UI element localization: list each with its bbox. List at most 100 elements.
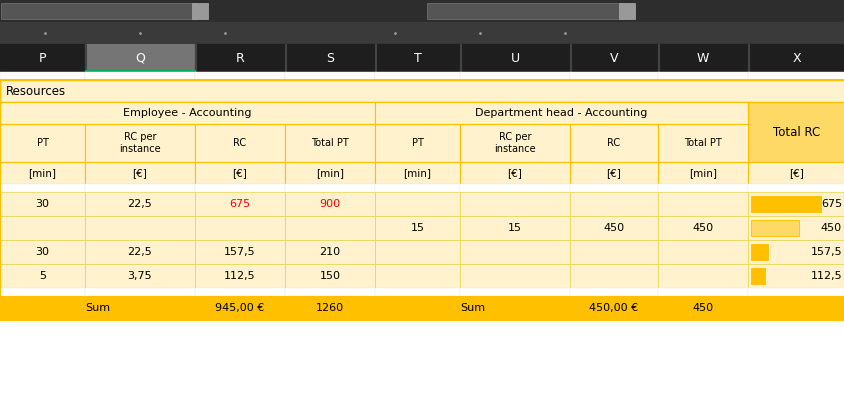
Bar xyxy=(195,216,284,240)
Bar xyxy=(747,44,748,72)
Bar xyxy=(570,296,657,320)
Text: 210: 210 xyxy=(319,247,340,257)
Bar xyxy=(284,44,285,72)
Bar xyxy=(459,124,570,162)
Text: [min]: [min] xyxy=(29,168,57,178)
Bar xyxy=(657,124,747,162)
Bar xyxy=(0,296,85,320)
Bar xyxy=(375,162,459,184)
Bar xyxy=(570,44,657,72)
Bar xyxy=(284,264,375,288)
Text: R: R xyxy=(235,52,244,65)
Bar xyxy=(85,184,195,192)
Bar xyxy=(284,240,375,264)
Bar xyxy=(570,264,657,288)
Bar xyxy=(459,240,570,264)
Bar xyxy=(375,240,459,264)
Text: Sum: Sum xyxy=(85,303,110,313)
Bar xyxy=(0,192,85,216)
Bar xyxy=(459,192,570,216)
Bar xyxy=(657,264,747,288)
Bar xyxy=(570,124,657,162)
Bar xyxy=(459,216,570,240)
Text: 675: 675 xyxy=(230,199,251,209)
Bar xyxy=(192,3,208,19)
Bar xyxy=(0,0,416,22)
Bar xyxy=(747,44,844,72)
Bar xyxy=(195,162,284,184)
Text: 15: 15 xyxy=(410,223,424,233)
Bar xyxy=(0,22,844,44)
Bar xyxy=(0,0,844,22)
Bar xyxy=(0,184,844,192)
Bar xyxy=(375,264,459,288)
Bar xyxy=(0,72,85,80)
Bar xyxy=(459,288,570,296)
Bar xyxy=(657,192,747,216)
Bar xyxy=(459,162,570,184)
Text: PT: PT xyxy=(36,138,48,148)
Bar xyxy=(195,44,284,72)
Text: Department head - Accounting: Department head - Accounting xyxy=(474,108,647,118)
Bar xyxy=(657,44,747,72)
Text: 450: 450 xyxy=(691,303,712,313)
Text: Q: Q xyxy=(135,52,145,65)
Text: 3,75: 3,75 xyxy=(127,271,152,281)
Text: Sum: Sum xyxy=(459,303,484,313)
Bar xyxy=(375,44,459,72)
Bar xyxy=(85,240,195,264)
Bar xyxy=(657,72,747,80)
Bar xyxy=(747,288,844,296)
Bar xyxy=(0,102,375,124)
Bar xyxy=(85,44,86,72)
Bar xyxy=(657,184,747,192)
Text: RC: RC xyxy=(233,138,246,148)
Text: RC per
instance: RC per instance xyxy=(494,132,535,154)
Bar xyxy=(570,162,657,184)
Text: RC per
instance: RC per instance xyxy=(119,132,160,154)
Text: [€]: [€] xyxy=(606,168,620,178)
Bar xyxy=(459,296,570,320)
Bar xyxy=(0,216,85,240)
Text: [€]: [€] xyxy=(133,168,147,178)
Bar xyxy=(0,44,85,72)
Bar xyxy=(284,44,375,72)
Bar xyxy=(375,192,459,216)
Bar xyxy=(375,72,459,80)
Bar xyxy=(570,216,657,240)
Bar xyxy=(0,80,844,102)
Bar xyxy=(747,296,844,320)
Text: [€]: [€] xyxy=(232,168,247,178)
Text: 112,5: 112,5 xyxy=(224,271,256,281)
Bar xyxy=(750,244,767,260)
Bar xyxy=(195,288,284,296)
Text: T: T xyxy=(413,52,421,65)
Bar xyxy=(459,184,570,192)
Bar xyxy=(747,240,844,264)
Bar xyxy=(0,124,85,162)
Bar xyxy=(0,264,85,288)
Text: 5: 5 xyxy=(39,271,46,281)
Bar xyxy=(459,44,461,72)
Bar xyxy=(85,44,195,72)
Text: [min]: [min] xyxy=(316,168,344,178)
Bar xyxy=(570,44,571,72)
Text: 450: 450 xyxy=(603,223,624,233)
Text: 157,5: 157,5 xyxy=(224,247,256,257)
Text: [min]: [min] xyxy=(403,168,431,178)
Text: W: W xyxy=(696,52,708,65)
Bar xyxy=(750,196,820,212)
Bar xyxy=(195,192,284,216)
Bar xyxy=(1,3,196,19)
Bar xyxy=(375,124,459,162)
Bar xyxy=(375,288,459,296)
Text: P: P xyxy=(39,52,46,65)
Bar xyxy=(0,288,85,296)
Text: Total PT: Total PT xyxy=(311,138,349,148)
Bar xyxy=(459,264,570,288)
Text: 30: 30 xyxy=(35,247,50,257)
Text: RC: RC xyxy=(607,138,619,148)
Bar xyxy=(747,184,844,192)
Bar xyxy=(570,288,657,296)
Bar xyxy=(284,124,375,162)
